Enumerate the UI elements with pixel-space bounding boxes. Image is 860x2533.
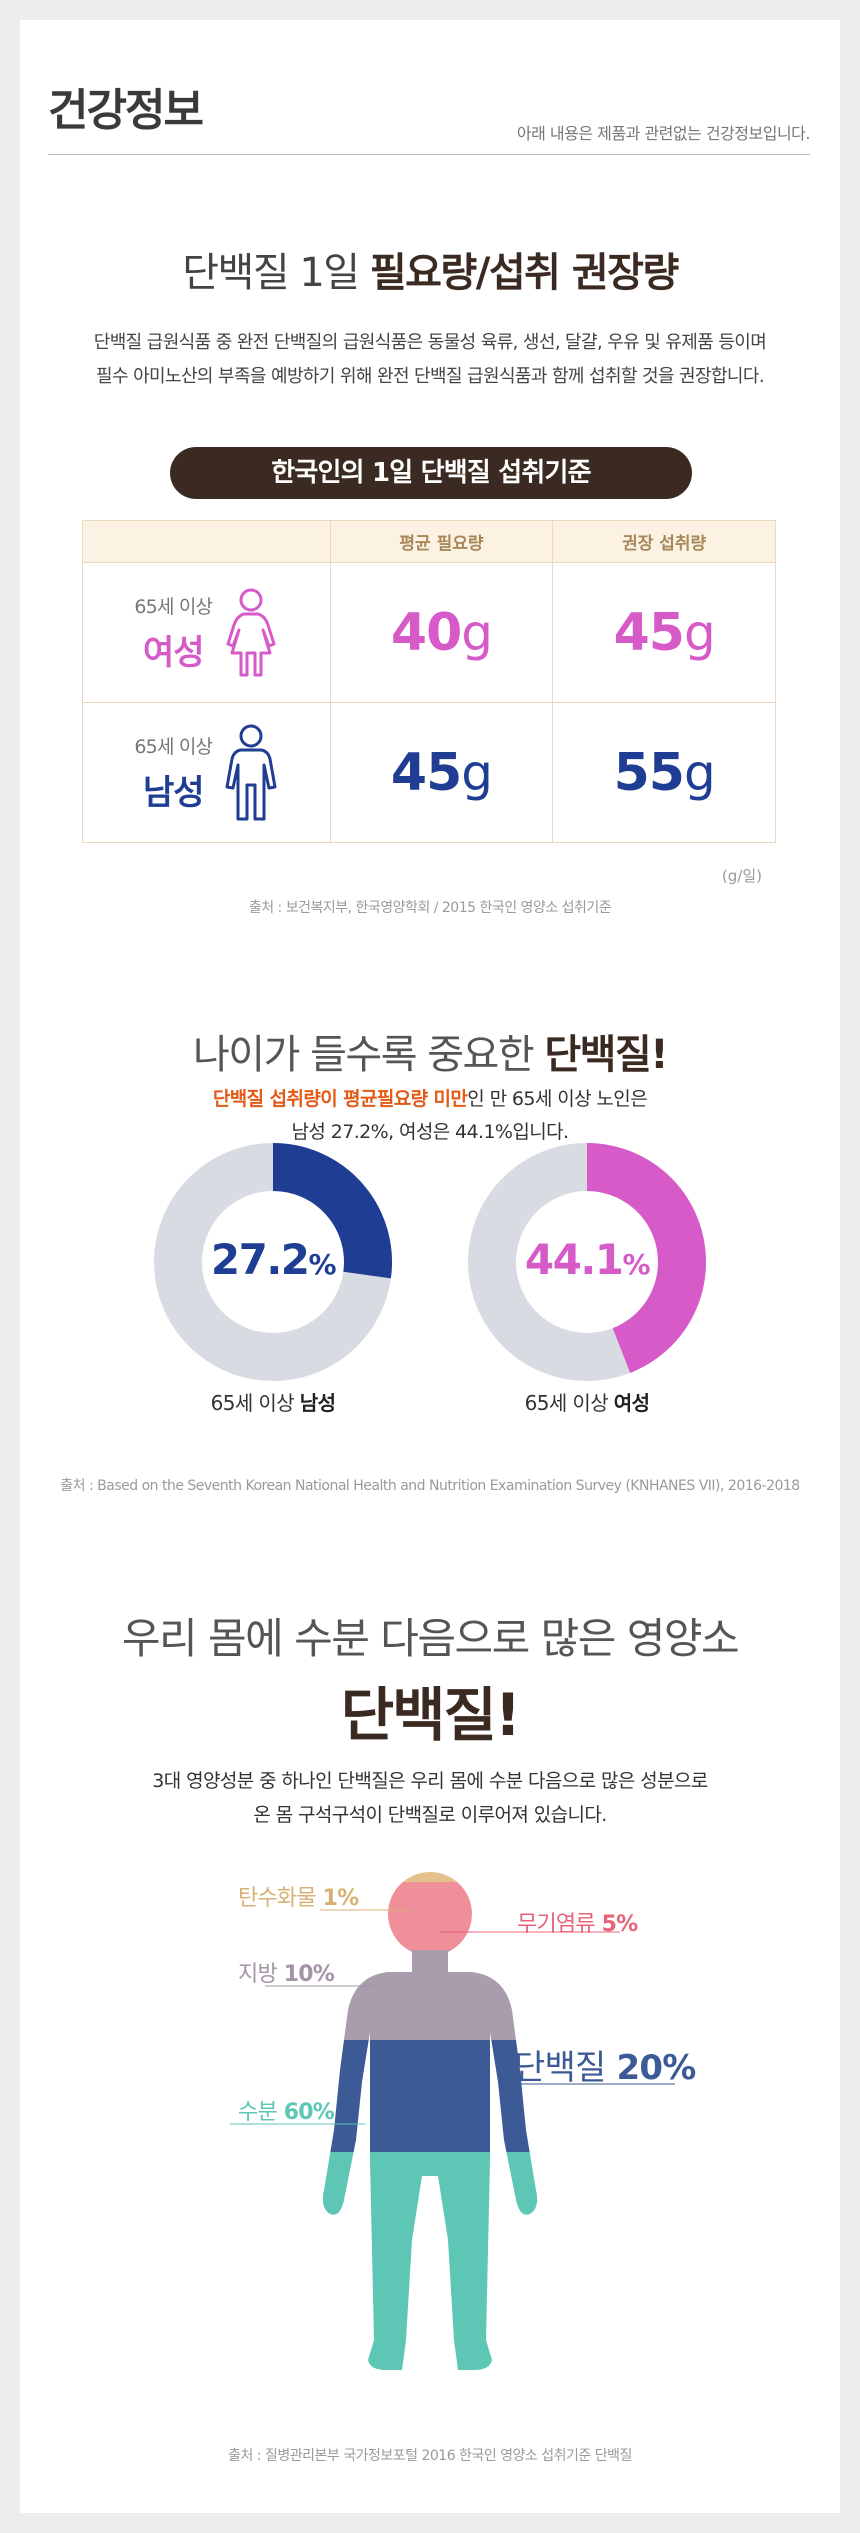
unit-g: g xyxy=(461,743,493,802)
layer-carbohydrate xyxy=(322,1872,538,1882)
desc-line2: 남성 27.2%, 여성은 44.1%입니다. xyxy=(291,1121,570,1143)
unit-g: g xyxy=(683,743,716,802)
source-note-2: 출처 : Based on the Seventh Korean Nationa… xyxy=(60,1478,800,1494)
unit-g: g xyxy=(683,603,716,662)
component-name: 수분 xyxy=(238,2100,278,2125)
table-header-rec: 권장 섭취량 xyxy=(552,520,776,563)
section3-headline: 단백질! xyxy=(340,1681,522,1749)
donut-segment-male xyxy=(272,1143,392,1279)
disclaimer-note: 아래 내용은 제품과 관련없는 건강정보입니다. xyxy=(516,124,811,143)
body-silhouette xyxy=(322,1872,538,2370)
value-rec-female: 45 xyxy=(613,602,685,663)
label-carbohydrate: 탄수화물 1% xyxy=(238,1880,360,1912)
donut-ring-male xyxy=(154,1143,392,1381)
table-row-female: 65세 이상 여성 40g 45g xyxy=(82,562,776,703)
table-heading-pill: 한국인의 1일 단백질 섭취기준 xyxy=(170,447,692,499)
female-person-icon xyxy=(226,588,276,676)
section1-title-bold: 필요량/섭취 권장량 xyxy=(369,250,679,296)
table-header-row: 평균 필요량 권장 섭취량 xyxy=(82,520,776,563)
unit-g: g xyxy=(461,603,493,662)
page-title: 건강정보 xyxy=(48,85,204,136)
donut-value-male: 27.2% xyxy=(154,1235,392,1284)
caption-bold: 남성 xyxy=(299,1391,336,1415)
table-row-male: 65세 이상 남성 45g 55g xyxy=(82,702,776,843)
component-name: 무기염류 xyxy=(517,1912,596,1937)
value-rec-male: 55 xyxy=(613,742,685,803)
donut-number: 44.1 xyxy=(524,1235,624,1284)
donut-ring-female xyxy=(468,1143,706,1381)
section1-description: 단백질 급원식품 중 완전 단백질의 급원식품은 동물성 육류, 생선, 달걀,… xyxy=(20,326,840,394)
component-value: 10% xyxy=(283,1962,335,1987)
header-divider xyxy=(48,154,810,155)
component-value: 1% xyxy=(322,1886,360,1911)
section1-desc-line1: 단백질 급원식품 중 완전 단백질의 급원식품은 동물성 육류, 생선, 달걀,… xyxy=(93,332,767,353)
caption-prefix: 65세 이상 xyxy=(524,1391,614,1415)
table-cell-avg-male: 45g xyxy=(329,702,554,843)
section3-desc-line1: 3대 영양성분 중 하나인 단백질은 우리 몸에 수분 다음으로 많은 성분으로 xyxy=(152,1770,708,1792)
label-fat: 지방 10% xyxy=(238,1956,335,1988)
donut-value-female: 44.1% xyxy=(468,1235,706,1284)
desc-highlight: 단백질 섭취량이 평균필요량 미만 xyxy=(212,1088,468,1110)
page: 건강정보 아래 내용은 제품과 관련없는 건강정보입니다. 단백질 1일 필요량… xyxy=(20,20,840,2513)
donut-number: 27.2 xyxy=(210,1235,310,1284)
source-note-3: 출처 : 질병관리본부 국가정보포털 2016 한국인 영양소 섭취기준 단백질 xyxy=(228,2448,632,2464)
label-water: 수분 60% xyxy=(238,2094,335,2126)
male-person-icon xyxy=(225,724,277,820)
caption-bold: 여성 xyxy=(613,1391,650,1415)
component-value: 60% xyxy=(283,2100,335,2125)
protein-intake-table: 평균 필요량 권장 섭취량 65세 이상 여성 xyxy=(82,520,776,843)
section2-title-light: 나이가 들수록 중요한 xyxy=(192,1032,545,1078)
age-label: 65세 이상 xyxy=(134,735,213,758)
table-cell-avg-female: 40g xyxy=(329,562,554,703)
component-name: 지방 xyxy=(238,1962,278,1987)
unit-note: (g/일) xyxy=(721,867,762,885)
table-header-avg: 평균 필요량 xyxy=(329,520,553,563)
caption-prefix: 65세 이상 xyxy=(210,1391,300,1415)
component-value: 20% xyxy=(616,2048,697,2088)
value-avg-male: 45 xyxy=(390,742,462,803)
component-name: 탄수화물 xyxy=(238,1886,317,1911)
table-header-empty xyxy=(82,520,331,563)
donut-segment-female xyxy=(586,1143,706,1373)
layer-fat xyxy=(322,1950,538,2040)
table-cell-rec-male: 55g xyxy=(552,702,776,843)
label-minerals: 무기염류 5% xyxy=(517,1906,639,1938)
source-note-1: 출처 : 보건복지부, 한국영양학회 / 2015 한국인 영양소 섭취기준 xyxy=(248,900,612,916)
table-cell-rec-female: 45g xyxy=(552,562,776,703)
section3-description: 3대 영양성분 중 하나인 단백질은 우리 몸에 수분 다음으로 많은 성분으로… xyxy=(20,1764,840,1832)
body-composition-figure xyxy=(230,1872,675,2370)
section3-title: 우리 몸에 수분 다음으로 많은 영양소 xyxy=(121,1614,740,1663)
desc-rest: 인 만 65세 이상 노인은 xyxy=(467,1088,648,1110)
age-label: 65세 이상 xyxy=(134,595,213,618)
donut-chart-male: 27.2% xyxy=(154,1143,392,1381)
section2-description: 단백질 섭취량이 평균필요량 미만인 만 65세 이상 노인은 남성 27.2%… xyxy=(20,1083,840,1149)
table-cell-group: 65세 이상 여성 xyxy=(82,562,331,703)
label-protein: 단백질 20% xyxy=(514,2040,697,2089)
sex-label-female: 여성 xyxy=(143,632,205,673)
donut-percent: % xyxy=(622,1248,651,1281)
section3-desc-line2: 온 몸 구석구석이 단백질로 이루어져 있습니다. xyxy=(253,1804,607,1826)
section2-title-bold: 단백질! xyxy=(544,1032,668,1078)
sex-label-male: 남성 xyxy=(143,772,205,813)
section1-desc-line2: 필수 아미노산의 부족을 예방하기 위해 완전 단백질 급원식품과 함께 섭취할… xyxy=(96,366,765,387)
donut-caption-male: 65세 이상 남성 xyxy=(154,1387,392,1416)
layer-water xyxy=(322,2152,538,2370)
donut-percent: % xyxy=(308,1248,337,1281)
donut-chart-female: 44.1% xyxy=(468,1143,706,1381)
donut-caption-female: 65세 이상 여성 xyxy=(468,1387,706,1416)
section1-title: 단백질 1일 필요량/섭취 권장량 xyxy=(20,240,840,298)
table-cell-group: 65세 이상 남성 xyxy=(82,702,331,843)
section2-title: 나이가 들수록 중요한 단백질! xyxy=(20,1022,840,1080)
component-value: 5% xyxy=(601,1912,639,1937)
value-avg-female: 40 xyxy=(390,602,462,663)
component-name: 단백질 xyxy=(514,2048,606,2088)
section1-title-light: 단백질 1일 xyxy=(182,250,370,296)
